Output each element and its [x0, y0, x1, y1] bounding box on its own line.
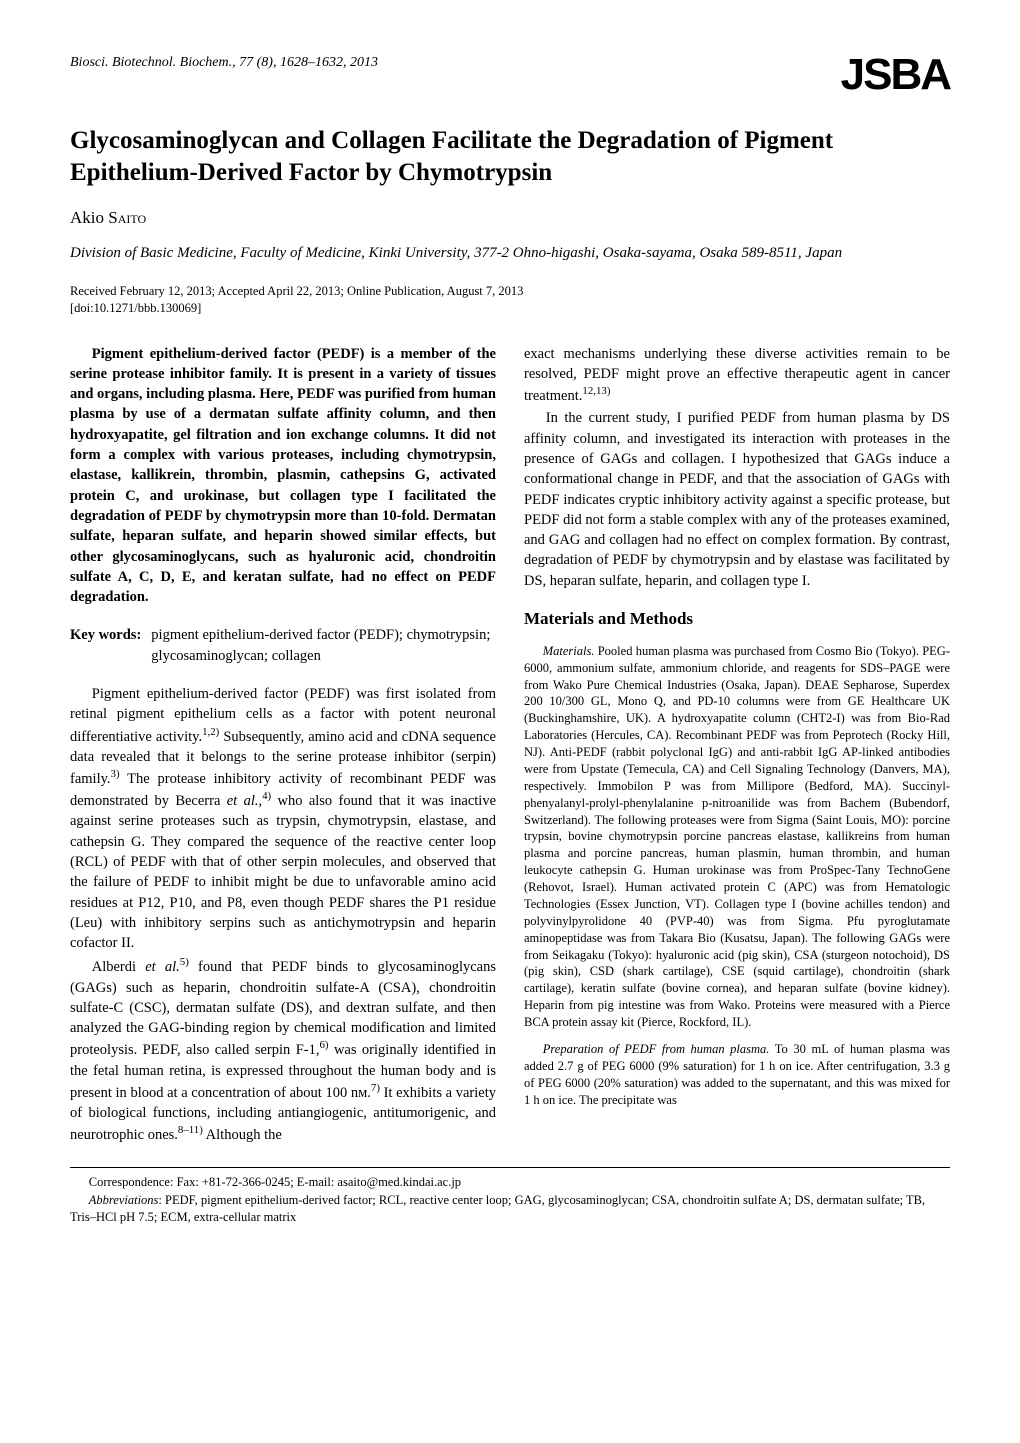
intro-paragraph-3: In the current study, I purified PEDF fr… [524, 408, 950, 591]
citation-superscript: 4) [262, 790, 271, 802]
citation-superscript: 1,2) [202, 726, 219, 738]
abstract-paragraph: Pigment epithelium-derived factor (PEDF)… [70, 344, 496, 608]
received-dates: Received February 12, 2013; Accepted Apr… [70, 284, 950, 299]
methods-heading: Materials and Methods [524, 607, 950, 631]
article-doi: [doi:10.1271/bbb.130069] [70, 301, 950, 316]
methods-materials-paragraph: Materials. Pooled human plasma was purch… [524, 643, 950, 1031]
italic-text: et al. [145, 959, 180, 975]
citation-superscript: 12,13) [582, 385, 610, 397]
abbreviations-line: Abbreviations: PEDF, pigment epithelium-… [70, 1192, 950, 1227]
text-span: who also found that it was inactive agai… [70, 793, 496, 951]
article-title: Glycosaminoglycan and Collagen Facilitat… [70, 125, 950, 190]
methods-preparation-paragraph: Preparation of PEDF from human plasma. T… [524, 1041, 950, 1109]
keywords-value: pigment epithelium-derived factor (PEDF)… [151, 625, 496, 666]
citation-superscript: 7) [371, 1082, 380, 1094]
citation-superscript: 5) [180, 956, 189, 968]
text-span: Alberdi [92, 959, 145, 975]
correspondence-line: Correspondence: Fax: +81-72-366-0245; E-… [70, 1174, 950, 1192]
citation-superscript: 8–11) [178, 1124, 203, 1136]
author-line: Akio Saito [70, 208, 950, 228]
methods-subheading: Preparation of PEDF from human plasma. [543, 1042, 770, 1056]
intro-paragraph-1: Pigment epithelium-derived factor (PEDF)… [70, 684, 496, 953]
keywords-row: Key words: pigment epithelium-derived fa… [70, 625, 496, 666]
two-column-layout: Pigment epithelium-derived factor (PEDF)… [70, 344, 950, 1148]
citation-superscript: 6) [319, 1039, 328, 1051]
left-column: Pigment epithelium-derived factor (PEDF)… [70, 344, 496, 1148]
author-first-name: Akio [70, 208, 108, 227]
citation-superscript: 3) [111, 768, 120, 780]
header-row: Biosci. Biotechnol. Biochem., 77 (8), 16… [70, 55, 950, 95]
text-span: Although the [203, 1127, 282, 1143]
journal-citation: Biosci. Biotechnol. Biochem., 77 (8), 16… [70, 55, 378, 71]
text-span: Pooled human plasma was purchased from C… [524, 644, 950, 1029]
right-column: exact mechanisms underlying these divers… [524, 344, 950, 1148]
italic-text: et al. [227, 793, 259, 809]
methods-subheading: Materials. [543, 644, 595, 658]
author-last-name: Saito [108, 208, 146, 227]
continuation-paragraph: exact mechanisms underlying these divers… [524, 344, 950, 407]
abbreviations-body: : PEDF, pigment epithelium-derived facto… [70, 1193, 925, 1225]
author-affiliation: Division of Basic Medicine, Faculty of M… [70, 243, 950, 264]
keywords-label: Key words: [70, 625, 141, 666]
footer-rule [70, 1167, 950, 1168]
intro-paragraph-2: Alberdi et al.5) found that PEDF binds t… [70, 955, 496, 1145]
publisher-logo: JSBA [841, 55, 950, 95]
abbreviations-label: Abbreviations [89, 1193, 159, 1207]
